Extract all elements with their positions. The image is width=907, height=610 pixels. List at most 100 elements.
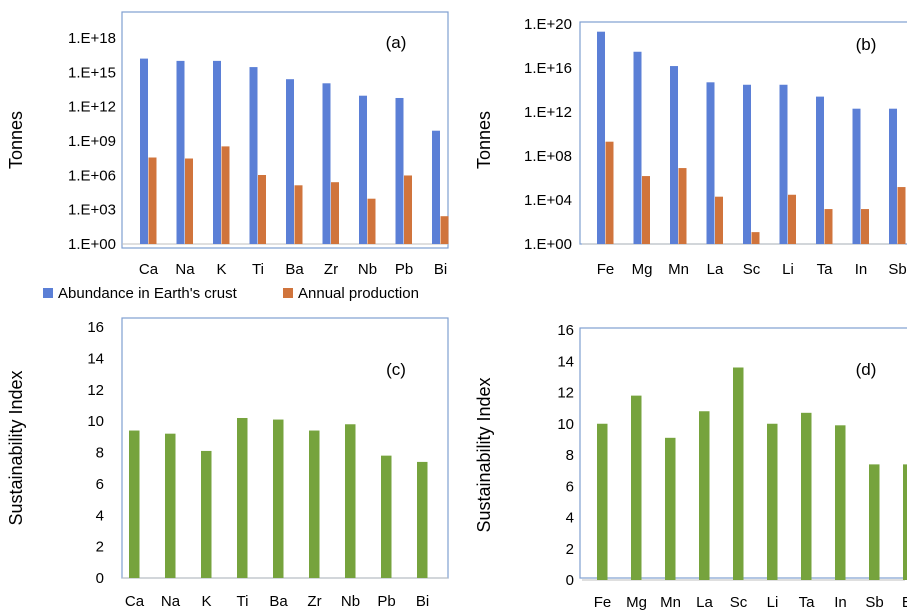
y-tick-label: 16 bbox=[557, 322, 574, 339]
category-label-in: In bbox=[855, 261, 868, 278]
legend-label-abundance: Abundance in Earth's crust bbox=[58, 285, 238, 302]
category-label-na: Na bbox=[161, 593, 181, 610]
category-label-mg: Mg bbox=[626, 594, 647, 610]
bar-nb-abundance bbox=[359, 96, 367, 244]
bar-la bbox=[699, 411, 710, 580]
bar-ba bbox=[273, 420, 284, 578]
y-tick-label: 16 bbox=[87, 319, 104, 336]
category-label-pb: Pb bbox=[377, 593, 395, 610]
category-label-bi: Bi bbox=[902, 594, 907, 610]
category-label-sb: Sb bbox=[865, 594, 883, 610]
bar-ca bbox=[129, 431, 140, 578]
category-label-sc: Sc bbox=[743, 261, 761, 278]
chart-panel-a: 1.E+00 1.E+03 1.E+06 1.E+09 1.E+12 1.E+15 1.E+… bbox=[6, 12, 449, 278]
panel-label: (a) bbox=[386, 33, 407, 52]
panel-label: (d) bbox=[856, 360, 877, 379]
chart-panel-c: 0 2 4 6 8 10 12 14 16 Sustainability Index (c) Ca Na… bbox=[6, 318, 448, 610]
bar-ta bbox=[801, 413, 812, 580]
y-tick-label: 2 bbox=[96, 539, 104, 556]
y-tick-label: 6 bbox=[566, 478, 574, 495]
bar-zr bbox=[309, 431, 320, 578]
bar-bi-abundance bbox=[432, 131, 440, 244]
bar-ca-abundance bbox=[140, 59, 148, 244]
y-tick-label: 1.E+03 bbox=[68, 202, 116, 219]
category-label-mg: Mg bbox=[632, 261, 653, 278]
bar-zr-production bbox=[331, 182, 339, 244]
bar-fe-production bbox=[606, 142, 614, 244]
bar-mg-production bbox=[642, 176, 650, 244]
bar-la-abundance bbox=[707, 82, 715, 244]
y-tick-label: 1.E+00 bbox=[68, 236, 116, 253]
y-tick-label: 4 bbox=[96, 507, 104, 524]
bar-fe-abundance bbox=[597, 32, 605, 244]
bar-na-production bbox=[185, 158, 193, 244]
bar-ta-abundance bbox=[816, 97, 824, 244]
bar-nb bbox=[345, 424, 356, 578]
y-tick-label: 0 bbox=[566, 572, 574, 589]
bar-ba-abundance bbox=[286, 79, 294, 244]
category-label-nb: Nb bbox=[358, 261, 377, 278]
category-label-nb: Nb bbox=[341, 593, 360, 610]
bar-ba-production bbox=[295, 185, 303, 244]
bar-la-production bbox=[715, 197, 723, 244]
y-axis-label: Sustainability Index bbox=[6, 370, 26, 525]
bar-sb bbox=[869, 464, 880, 580]
y-tick-label: 12 bbox=[87, 382, 104, 399]
y-tick-label: 1.E+15 bbox=[68, 64, 116, 81]
chart-panel-d: 0 2 4 6 8 10 12 14 16 Sustainability Index (d) Fe Mg… bbox=[474, 322, 907, 610]
bar-mn-abundance bbox=[670, 66, 678, 244]
category-label-ba: Ba bbox=[269, 593, 288, 610]
y-tick-label: 1.E+04 bbox=[524, 192, 572, 209]
category-label-fe: Fe bbox=[597, 261, 615, 278]
bar-ti bbox=[237, 418, 248, 578]
y-tick-label: 1.E+18 bbox=[68, 30, 116, 47]
y-axis-label: Tonnes bbox=[6, 111, 26, 169]
bar-ti-abundance bbox=[250, 67, 258, 244]
legend-swatch-abundance bbox=[43, 288, 53, 298]
category-label-mn: Mn bbox=[660, 594, 681, 610]
legend: Abundance in Earth's crust Annual produc… bbox=[43, 285, 419, 302]
bar-sc-abundance bbox=[743, 85, 751, 244]
bar-sc bbox=[733, 368, 744, 581]
y-axis-label: Sustainability Index bbox=[474, 377, 494, 532]
bar-k-production bbox=[222, 146, 230, 244]
category-label-bi: Bi bbox=[434, 261, 447, 278]
bar-k-abundance bbox=[213, 61, 221, 244]
bar-li-abundance bbox=[780, 85, 788, 244]
bar-pb-abundance bbox=[396, 98, 404, 244]
y-tick-label: 6 bbox=[96, 476, 104, 493]
legend-swatch-production bbox=[283, 288, 293, 298]
bar-mn bbox=[665, 438, 676, 580]
category-label-ti: Ti bbox=[252, 261, 264, 278]
y-tick-label: 1.E+06 bbox=[68, 167, 116, 184]
panel-label: (b) bbox=[856, 35, 877, 54]
bar-nb-production bbox=[368, 199, 376, 244]
bar-sc-production bbox=[752, 232, 760, 244]
bar-in-production bbox=[861, 209, 869, 244]
bar-mg bbox=[631, 396, 642, 580]
bar-pb-production bbox=[404, 175, 412, 244]
y-tick-label: 10 bbox=[87, 413, 104, 430]
category-label-na: Na bbox=[175, 261, 195, 278]
y-tick-label: 1.E+12 bbox=[524, 104, 572, 121]
bar-mn-production bbox=[679, 168, 687, 244]
y-tick-label: 14 bbox=[87, 350, 104, 367]
chart-panel-b: 1.E+001.E+041.E+081.E+121.E+161.E+20Tonn… bbox=[474, 16, 907, 278]
bar-zr-abundance bbox=[323, 83, 331, 244]
y-tick-label: 8 bbox=[566, 447, 574, 464]
y-tick-label: 8 bbox=[96, 445, 104, 462]
category-label-k: K bbox=[201, 593, 211, 610]
y-tick-label: 1.E+09 bbox=[68, 133, 116, 150]
category-label-fe: Fe bbox=[594, 594, 612, 610]
y-tick-label: 1.E+12 bbox=[68, 99, 116, 116]
category-label-mn: Mn bbox=[668, 261, 689, 278]
y-tick-label: 0 bbox=[96, 570, 104, 587]
bar-in bbox=[835, 425, 846, 580]
category-label-li: Li bbox=[767, 594, 779, 610]
category-label-sc: Sc bbox=[730, 594, 748, 610]
category-label-la: La bbox=[707, 261, 724, 278]
category-label-li: Li bbox=[782, 261, 794, 278]
bar-li bbox=[767, 424, 778, 580]
category-label-sb: Sb bbox=[888, 261, 906, 278]
